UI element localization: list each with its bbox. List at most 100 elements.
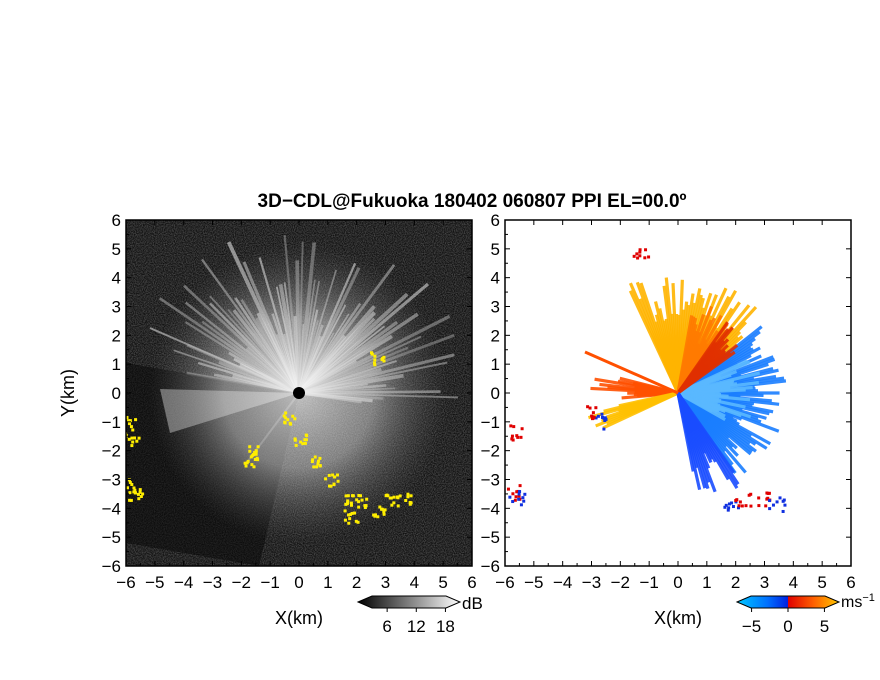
snr-saturated-pixel (373, 358, 377, 362)
velocity-speckle (771, 503, 775, 507)
snr-saturated-pixel (364, 504, 368, 508)
snr-saturated-pixel (365, 497, 369, 501)
velocity-x-tick-label: −2 (611, 573, 630, 592)
velocity-speckle (520, 427, 524, 431)
snr-saturated-pixel (133, 488, 137, 492)
velocity-x-tick-label: −4 (553, 573, 572, 592)
snr-y-tick-label: −5 (102, 528, 121, 547)
velocity-x-tick-label: 4 (789, 573, 798, 592)
snr-saturated-pixel (353, 511, 357, 515)
snr-saturated-pixel (134, 418, 138, 422)
snr-saturated-pixel (316, 459, 320, 463)
snr-saturated-pixel (128, 480, 132, 484)
snr-saturated-pixel (372, 513, 376, 517)
snr-colorbar-unit: dB (462, 594, 483, 613)
figure-title: 3D−CDL@Fukuoka 180402 060807 PPI EL=00.0… (258, 191, 687, 212)
velocity-x-tick-label: −3 (582, 573, 601, 592)
snr-saturated-pixel (128, 498, 132, 502)
snr-saturated-pixel (398, 494, 402, 498)
snr-saturated-pixel (253, 457, 257, 461)
snr-saturated-pixel (406, 495, 410, 499)
snr-saturated-pixel (347, 521, 351, 525)
snr-x-tick-label: −1 (260, 573, 279, 592)
snr-saturated-pixel (126, 415, 129, 419)
snr-colorbar-tick-label: 6 (382, 617, 391, 636)
velocity-speckle (636, 256, 640, 260)
snr-x-tick-label: −3 (203, 573, 222, 592)
snr-saturated-pixel (303, 441, 307, 445)
velocity-speckle (635, 252, 639, 256)
snr-colorbar-ticks: 6 12 18 (382, 608, 455, 636)
snr-saturated-pixel (246, 459, 250, 463)
snr-saturated-pixel (378, 505, 382, 509)
velocity-speckle (596, 414, 600, 418)
snr-saturated-pixel (331, 473, 335, 477)
velocity-speckle (602, 427, 606, 431)
velocity-speckle (604, 417, 608, 421)
snr-saturated-pixel (128, 491, 132, 495)
velocity-speckle (517, 497, 521, 501)
snr-saturated-pixel (253, 451, 257, 455)
snr-y-tick-label: 4 (112, 269, 121, 288)
snr-saturated-pixel (382, 512, 386, 516)
snr-saturated-pixel (254, 449, 258, 453)
velocity-speckle (738, 500, 742, 504)
velocity-speckle (782, 498, 786, 502)
radar-site-marker (293, 387, 305, 399)
snr-x-tick-label: 5 (438, 573, 447, 592)
velocity-speckle (781, 509, 785, 513)
snr-x-tick-label: −6 (116, 573, 135, 592)
snr-saturated-pixel (382, 359, 386, 363)
velocity-speckle (783, 503, 787, 507)
snr-saturated-pixel (363, 506, 367, 510)
snr-saturated-pixel (372, 361, 376, 365)
velocity-colorbar-tick-label: −5 (742, 617, 761, 636)
snr-colorbar: 6 12 18 dB (356, 594, 483, 636)
snr-y-axis-label: Y(km) (58, 369, 78, 417)
velocity-approaching-echo (676, 392, 695, 472)
velocity-speckle (519, 435, 523, 439)
snr-saturated-pixel (354, 519, 358, 523)
snr-saturated-pixel (126, 486, 129, 490)
snr-saturated-pixel (324, 477, 328, 481)
velocity-x-tick-label: 0 (673, 573, 682, 592)
velocity-speckle (591, 411, 595, 415)
snr-saturated-pixel (336, 473, 340, 477)
snr-saturated-pixel (256, 445, 260, 449)
velocity-speckle (765, 491, 769, 495)
snr-saturated-pixel (373, 354, 377, 358)
snr-saturated-pixel (392, 501, 396, 505)
velocity-speckle (516, 435, 520, 439)
velocity-speckle (727, 502, 731, 506)
velocity-speckle (765, 497, 769, 501)
velocity-speckle (514, 495, 518, 499)
velocity-y-tick-label: 0 (491, 384, 500, 403)
velocity-speckle (600, 412, 604, 416)
velocity-speckle (511, 492, 515, 496)
velocity-colorbar-body (735, 595, 841, 609)
velocity-colorbar-ticks: −5 0 5 (742, 608, 829, 636)
snr-saturated-pixel (359, 494, 363, 498)
velocity-y-tick-label: 4 (491, 269, 500, 288)
snr-x-tick-label: −5 (145, 573, 164, 592)
snr-y-tick-label: 6 (112, 211, 121, 230)
snr-y-tick-label: 2 (112, 326, 121, 345)
velocity-speckle (734, 499, 738, 503)
snr-saturated-pixel (141, 492, 145, 496)
snr-y-tick-label: −6 (102, 557, 121, 576)
snr-saturated-pixel (286, 418, 290, 422)
snr-saturated-pixel (316, 462, 320, 466)
velocity-speckle (511, 438, 515, 442)
snr-x-tick-label: 3 (381, 573, 390, 592)
velocity-speckle (588, 406, 592, 410)
velocity-speckle (736, 506, 740, 510)
snr-saturated-pixel (373, 363, 377, 367)
snr-x-tick-label: 6 (467, 573, 476, 592)
velocity-speckle (591, 416, 595, 420)
velocity-speckle (638, 248, 642, 252)
snr-saturated-pixel (388, 496, 392, 500)
velocity-speckle (594, 406, 598, 410)
